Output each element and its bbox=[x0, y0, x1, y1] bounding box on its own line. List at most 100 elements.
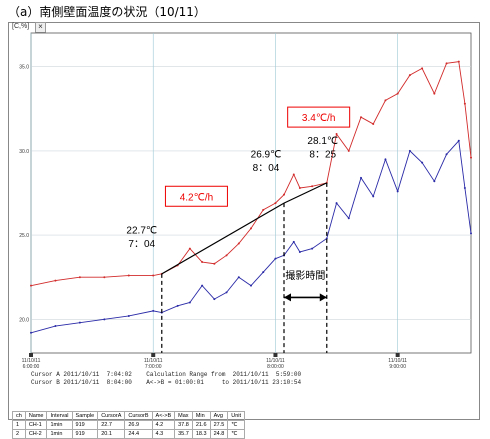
rate-box-1 bbox=[164, 185, 228, 207]
x-tick-marker bbox=[395, 353, 400, 357]
x-tick-date: 11/10/11 bbox=[22, 358, 41, 364]
chart-heading: （a）南側壁面温度の状況（10/11） bbox=[8, 5, 206, 19]
series-point-ch-1 bbox=[127, 274, 130, 277]
x-tick-marker bbox=[273, 353, 278, 357]
series-point-ch-2 bbox=[445, 153, 448, 156]
stats-header-cell: Name bbox=[24, 411, 48, 421]
series-point-ch-1 bbox=[201, 261, 204, 264]
stats-cell: CH-2 bbox=[24, 429, 48, 439]
stats-header-cell: CursorA bbox=[97, 411, 126, 421]
annotation-c-temp: 28.1℃ bbox=[307, 136, 338, 147]
y-tick-label: 20.0 bbox=[19, 317, 29, 323]
series-point-ch-2 bbox=[360, 176, 362, 179]
series-point-ch-2 bbox=[463, 186, 466, 189]
series-point-ch-2 bbox=[311, 247, 314, 250]
series-point-ch-1 bbox=[262, 208, 265, 211]
series-point-ch-2 bbox=[127, 314, 130, 317]
series-point-ch-2 bbox=[201, 284, 204, 287]
x-tick-date: 11/10/11 bbox=[144, 358, 163, 364]
series-point-ch-2 bbox=[103, 318, 106, 321]
series-point-ch-1 bbox=[360, 116, 362, 119]
stats-header-cell: CursorB bbox=[124, 411, 153, 421]
series-point-ch-2 bbox=[152, 309, 155, 312]
series-point-ch-1 bbox=[470, 156, 472, 159]
plot-frame bbox=[30, 32, 472, 354]
series-point-ch-1 bbox=[213, 262, 216, 265]
series-point-ch-2 bbox=[470, 232, 472, 235]
annotation-b-time: 8：04 bbox=[253, 163, 280, 174]
series-point-ch-1 bbox=[335, 133, 338, 136]
series-point-ch-1 bbox=[54, 279, 57, 282]
series-point-ch-1 bbox=[237, 242, 240, 245]
series-point-ch-2 bbox=[237, 276, 240, 279]
series-line-ch-2 bbox=[30, 139, 472, 334]
series-point-ch-2 bbox=[292, 240, 295, 243]
series-point-ch-2 bbox=[188, 301, 191, 304]
stats-row: 2 CH-2 1min 919 20.1 24.4 4.3 35.7 18.3 24.8 ℃ bbox=[12, 429, 246, 439]
stats-cell: 24.4 bbox=[124, 429, 153, 439]
series-point-ch-1 bbox=[396, 92, 399, 95]
series-point-ch-1 bbox=[78, 276, 81, 279]
series-point-ch-2 bbox=[347, 217, 350, 220]
series-point-ch-1 bbox=[408, 74, 411, 77]
rate-box-2 bbox=[287, 106, 351, 128]
close-icon[interactable]: × bbox=[35, 22, 46, 33]
y-tick-label: 25.0 bbox=[19, 233, 29, 239]
series-point-ch-1 bbox=[30, 284, 32, 287]
series-point-ch-2 bbox=[298, 250, 301, 253]
series-point-ch-1 bbox=[347, 149, 350, 152]
stats-header-cell: ch bbox=[12, 411, 26, 421]
series-point-ch-2 bbox=[384, 158, 387, 161]
cursor-info-line2: Cursor B 2011/10/11 8:04:00 A<->B = 01:0… bbox=[31, 379, 302, 386]
series-point-ch-2 bbox=[176, 304, 179, 307]
series-point-ch-2 bbox=[225, 291, 228, 294]
stats-cell: 24.8 bbox=[209, 429, 229, 439]
arrow-head-left bbox=[284, 293, 291, 302]
chart-window: [C,%] × 35.0 30.0 25.0 20.0 11/10/11 6:00:00 1… bbox=[8, 22, 480, 439]
stats-table: ch Name Interval Sample CursorA CursorB A<->B M… bbox=[12, 411, 246, 439]
series-point-ch-1 bbox=[188, 247, 191, 250]
stats-header-cell: Avg bbox=[209, 411, 229, 421]
cursor-info-line1: Cursor A 2011/10/11 7:04:02 Calculation … bbox=[31, 371, 302, 378]
y-tick-label: 35.0 bbox=[19, 65, 29, 71]
series-point-ch-2 bbox=[54, 325, 57, 328]
stats-cell: 1min bbox=[46, 429, 73, 439]
series-point-ch-1 bbox=[311, 185, 314, 188]
series-point-ch-1 bbox=[152, 274, 155, 277]
annotation-c-time: 8：25 bbox=[309, 150, 336, 161]
series-point-ch-2 bbox=[250, 284, 252, 287]
series-point-ch-1 bbox=[463, 102, 466, 105]
series-point-ch-2 bbox=[30, 331, 32, 334]
stats-cell: 919 bbox=[71, 429, 99, 439]
series-point-ch-1 bbox=[283, 193, 285, 196]
series-point-ch-1 bbox=[433, 92, 436, 95]
stats-header-cell: Min bbox=[191, 411, 211, 421]
stats-header-cell: A<->B bbox=[151, 411, 176, 421]
stats-header-cell: Unit bbox=[227, 411, 246, 421]
x-tick-time: 8:00:00 bbox=[267, 364, 284, 370]
annotation-a-time: 7：04 bbox=[128, 239, 155, 250]
x-tick-time: 9:00:00 bbox=[389, 364, 406, 370]
series-point-ch-1 bbox=[292, 173, 295, 176]
series-point-ch-1 bbox=[457, 60, 460, 63]
x-tick-time: 6:00:00 bbox=[23, 364, 40, 370]
series-point-ch-2 bbox=[433, 180, 436, 183]
stats-cell: ℃ bbox=[227, 429, 246, 439]
stats-header-cell: Sample bbox=[71, 411, 99, 421]
series-point-ch-1 bbox=[372, 122, 375, 125]
shooting-time-label: 撮影時間 bbox=[285, 269, 325, 282]
stats-header-cell: Max bbox=[174, 411, 193, 421]
stats-cell: 4.3 bbox=[151, 429, 176, 439]
y-tick-label: 30.0 bbox=[19, 149, 29, 155]
series-point-ch-2 bbox=[457, 139, 460, 142]
series-point-ch-1 bbox=[250, 227, 252, 230]
series-line-ch-1 bbox=[30, 61, 472, 287]
x-tick-marker bbox=[29, 353, 33, 357]
chart-plot: 35.030.025.020.011/10/116:00:0011/10/117… bbox=[19, 32, 472, 370]
series-point-ch-2 bbox=[78, 321, 81, 324]
arrow-head-right bbox=[319, 293, 327, 302]
x-tick-marker bbox=[151, 353, 156, 357]
x-tick-date: 11/10/11 bbox=[266, 358, 285, 364]
stats-cell: 2 bbox=[12, 429, 26, 439]
series-point-ch-1 bbox=[103, 276, 106, 279]
